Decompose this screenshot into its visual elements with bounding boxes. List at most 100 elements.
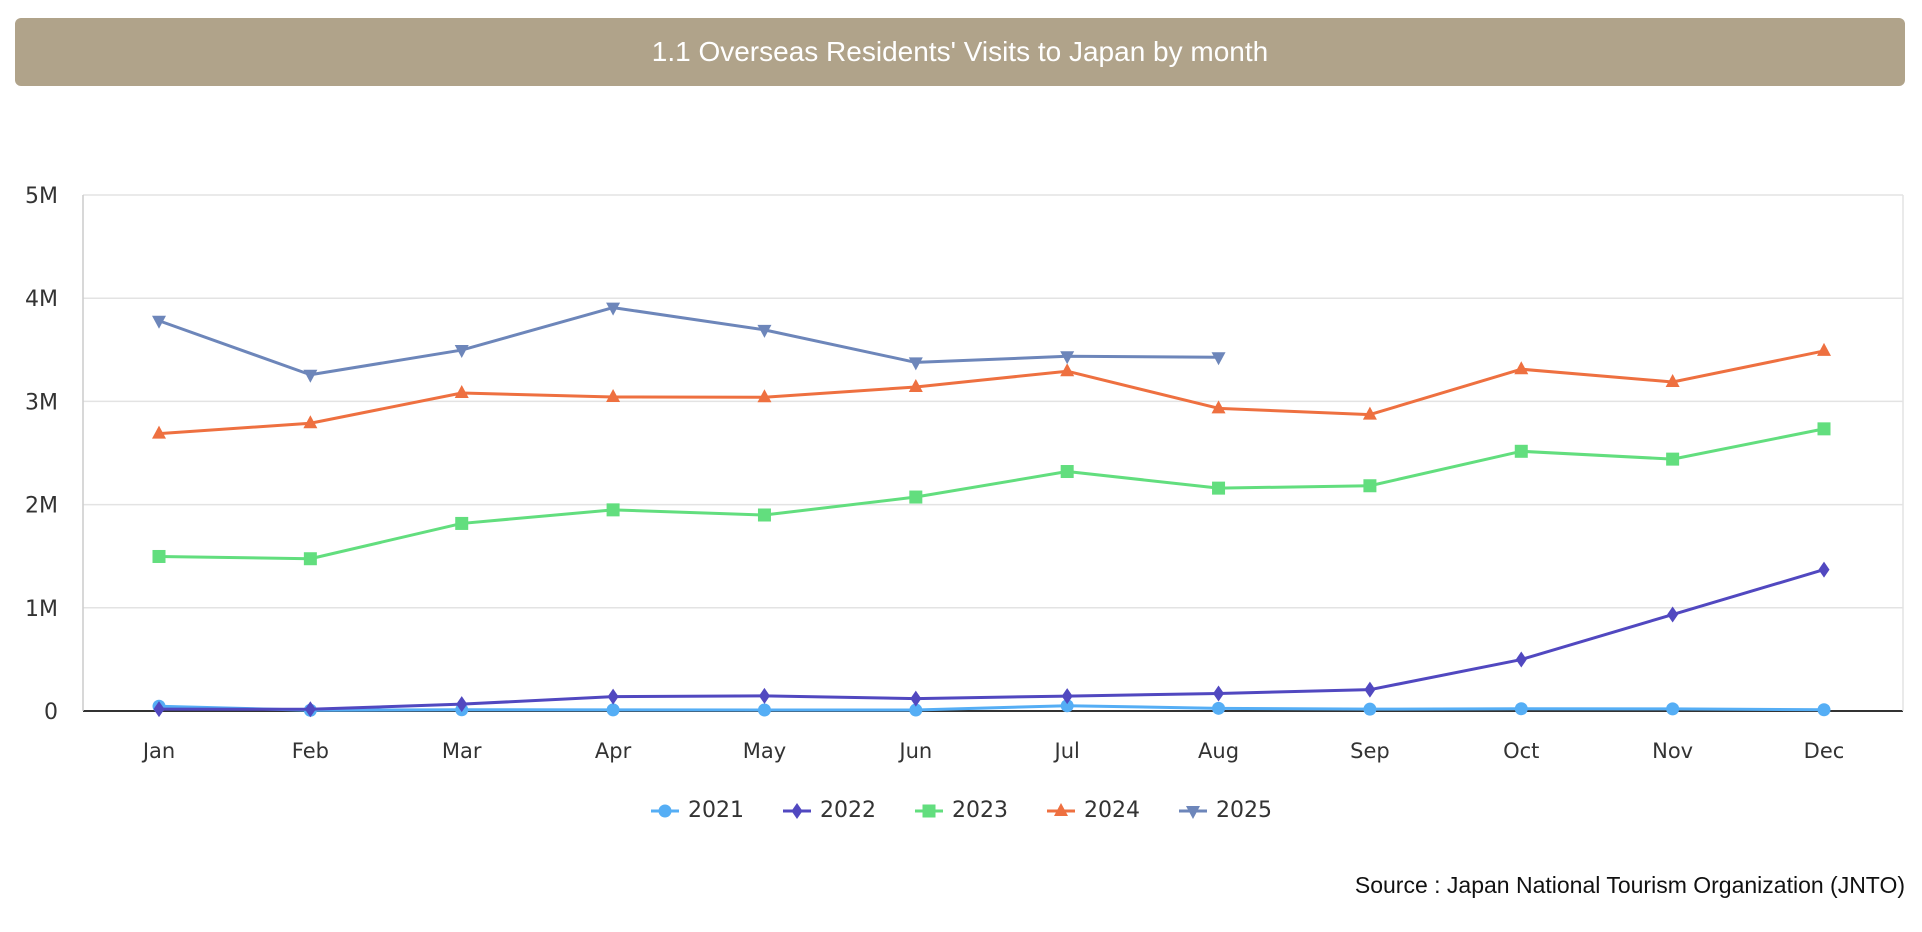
legend-item-2024[interactable]: 2024 — [1046, 798, 1140, 823]
data-point-2024 — [152, 425, 166, 439]
data-point-2021 — [1060, 699, 1074, 713]
series-line-2021 — [158, 704, 1825, 712]
x-tick-label: Feb — [292, 739, 329, 763]
x-tick-label: May — [743, 739, 786, 763]
legend-marker — [791, 802, 803, 819]
legend-marker-diamond-icon — [783, 802, 811, 819]
data-point-2024 — [1362, 406, 1377, 420]
chart-title: 1.1 Overseas Residents' Visits to Japan … — [651, 36, 1269, 67]
data-point-2024 — [1211, 400, 1226, 414]
legend-marker — [1054, 802, 1068, 816]
x-tick-label: Sep — [1350, 739, 1390, 763]
data-point-2021 — [1363, 702, 1377, 716]
legend: 2021 2022 2023 2024 2025 — [0, 798, 1922, 823]
series-line-2024 — [158, 349, 1825, 436]
data-point-2024 — [1514, 361, 1529, 375]
y-tick-label: 4M — [25, 287, 58, 312]
data-point-2021 — [1666, 702, 1680, 716]
data-point-2023 — [1514, 444, 1528, 458]
y-tick-label: 0 — [44, 700, 58, 725]
x-tick-label: Aug — [1198, 739, 1239, 763]
data-point-2024 — [1817, 342, 1831, 356]
legend-marker-triangle-down-icon — [1179, 805, 1207, 819]
series-2022 — [153, 561, 1830, 718]
data-point-2023 — [1363, 479, 1377, 493]
y-tick-label: 3M — [25, 390, 58, 415]
series-2021 — [152, 699, 1831, 717]
data-point-2025 — [1211, 352, 1226, 366]
data-point-2022 — [1667, 606, 1679, 623]
series-2025 — [152, 302, 1226, 383]
data-point-2022 — [758, 687, 770, 704]
data-point-2025 — [908, 357, 923, 371]
data-point-2021 — [909, 703, 923, 717]
data-point-2022 — [456, 696, 468, 713]
legend-item-2022[interactable]: 2022 — [782, 798, 876, 823]
series-line-2022 — [158, 568, 1825, 711]
data-point-2023 — [909, 490, 923, 504]
series-2024 — [152, 342, 1831, 439]
data-point-2024 — [303, 415, 318, 429]
data-point-2023 — [152, 549, 166, 563]
data-point-2023 — [1666, 452, 1680, 466]
data-point-2023 — [1060, 465, 1074, 479]
data-point-2022 — [153, 701, 165, 718]
series-line-2023 — [158, 427, 1825, 561]
data-point-2023 — [455, 516, 469, 530]
data-point-2023 — [1212, 481, 1226, 495]
data-point-2024 — [908, 378, 923, 392]
x-tick-label: Jul — [1053, 739, 1080, 763]
chart-title-bar: 1.1 Overseas Residents' Visits to Japan … — [15, 18, 1905, 86]
legend-label: 2024 — [1084, 798, 1140, 823]
y-tick-label: 2M — [25, 494, 58, 519]
data-point-2022 — [1515, 651, 1527, 668]
data-point-2025 — [152, 315, 166, 329]
data-point-2022 — [1213, 685, 1225, 702]
legend-label: 2022 — [820, 798, 876, 823]
x-tick-label: Jun — [897, 739, 932, 763]
series-2023 — [152, 422, 1831, 566]
data-point-2022 — [1818, 561, 1830, 578]
data-point-2024 — [606, 388, 621, 402]
x-tick-label: Apr — [595, 739, 632, 763]
data-point-2025 — [303, 369, 318, 383]
legend-marker-square-icon — [915, 804, 943, 817]
data-point-2024 — [1060, 363, 1075, 377]
legend-label: 2021 — [688, 798, 744, 823]
y-tick-label: 5M — [25, 184, 58, 209]
legend-marker-triangle-up-icon — [1047, 802, 1075, 816]
source-note: Source : Japan National Tourism Organiza… — [1354, 872, 1905, 898]
legend-label: 2025 — [1216, 798, 1272, 823]
data-point-2024 — [454, 384, 469, 398]
data-point-2025 — [606, 302, 621, 316]
data-point-2025 — [757, 324, 772, 338]
data-point-2025 — [1060, 351, 1075, 365]
x-tick-label: Nov — [1652, 739, 1693, 763]
x-tick-label: Oct — [1503, 739, 1539, 763]
legend-marker — [922, 804, 936, 817]
legend-marker — [1186, 805, 1200, 819]
data-point-2022 — [910, 690, 922, 707]
data-point-2023 — [303, 552, 317, 566]
data-point-2022 — [1364, 681, 1376, 698]
data-point-2024 — [1665, 373, 1680, 387]
data-point-2023 — [606, 503, 620, 517]
data-point-2022 — [1061, 688, 1073, 705]
data-point-2021 — [606, 703, 620, 717]
series-line-2025 — [158, 306, 1219, 377]
data-point-2024 — [757, 389, 772, 403]
data-point-2025 — [454, 345, 469, 359]
x-tick-label: Jan — [141, 739, 175, 763]
data-point-2021 — [1212, 701, 1226, 715]
data-point-2023 — [1817, 422, 1831, 436]
data-point-2021 — [1514, 702, 1528, 716]
legend-item-2025[interactable]: 2025 — [1178, 798, 1272, 823]
x-tick-label: Mar — [442, 739, 482, 763]
y-tick-label: 1M — [25, 597, 58, 622]
data-point-2022 — [304, 701, 316, 718]
legend-marker — [658, 804, 672, 817]
legend-item-2023[interactable]: 2023 — [914, 798, 1008, 823]
data-point-2022 — [607, 688, 619, 705]
legend-item-2021[interactable]: 2021 — [650, 798, 744, 823]
